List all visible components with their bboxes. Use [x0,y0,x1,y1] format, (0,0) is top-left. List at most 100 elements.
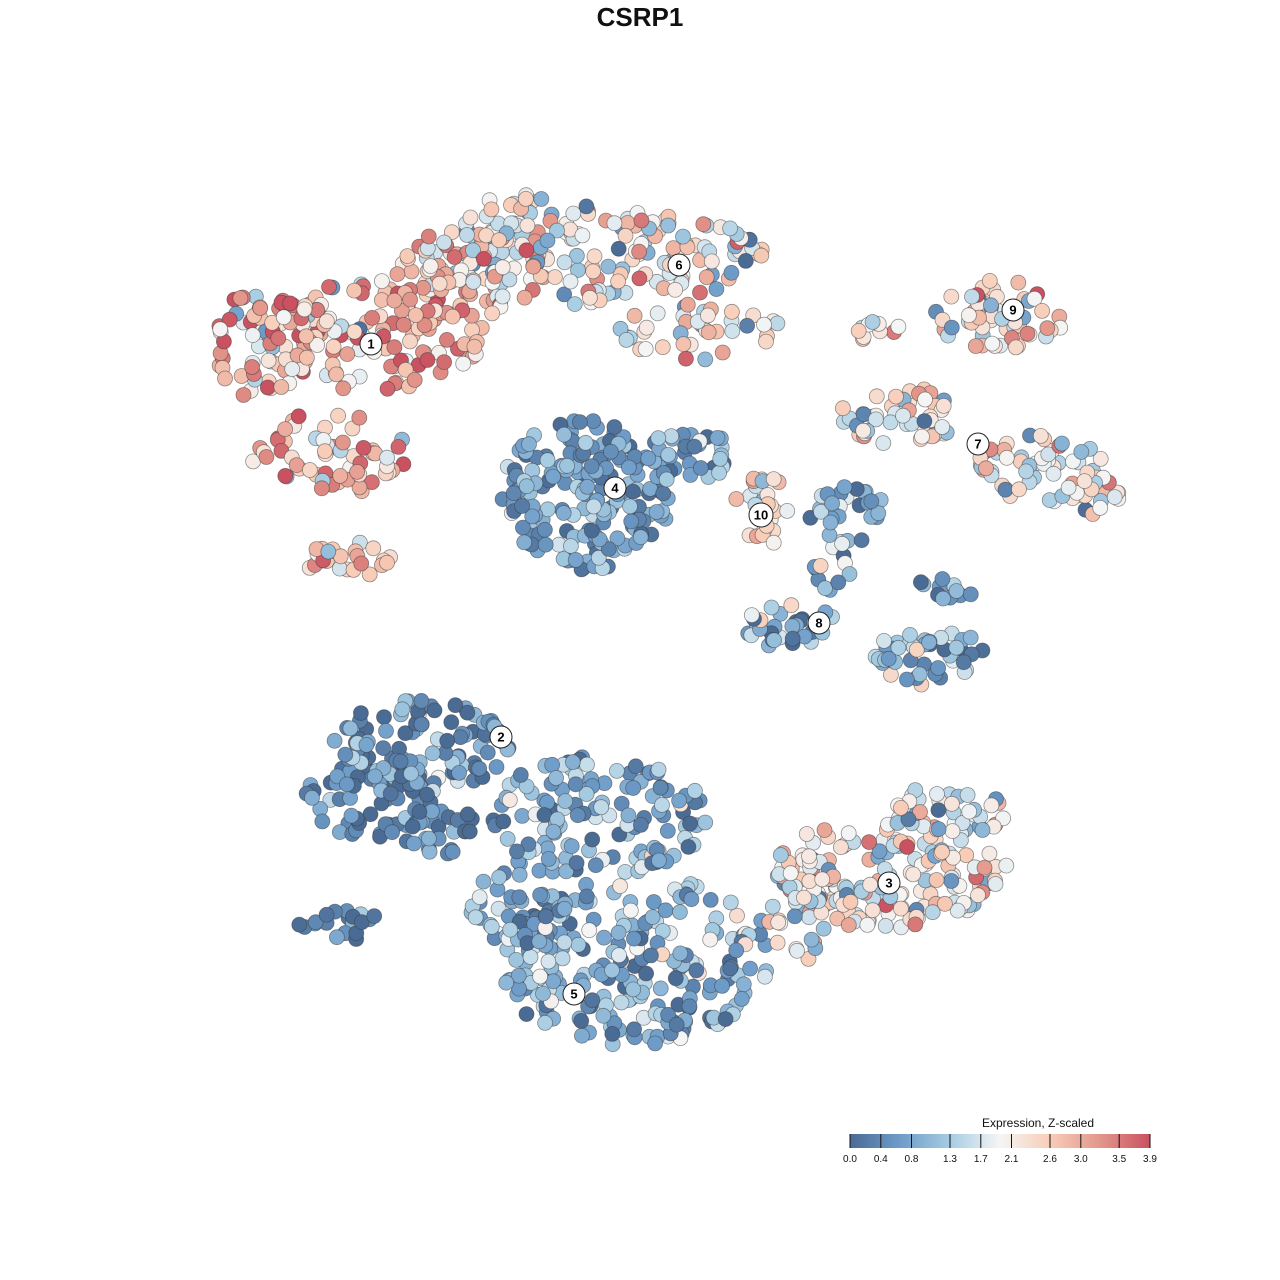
cell-point [864,314,881,330]
cell-point [700,324,717,341]
cell-point [466,338,483,355]
cell-point [937,895,953,912]
cell-point [578,888,595,905]
cell-point [687,782,703,799]
cell-point [663,428,680,445]
cell-point [955,654,972,671]
cell-point [944,823,961,839]
color-legend: Expression, Z-scaled 0.0 0.4 0.8 1.3 1.7 2.1 2… [843,1116,1157,1165]
cell-point [948,583,965,599]
cell-point [402,291,419,308]
cell-point [282,295,299,312]
cell-point [981,845,998,862]
cell-point [577,434,594,451]
chart-title: CSRP1 [597,2,684,32]
cell-point [438,331,455,348]
cell-point [842,894,859,910]
cell-point [511,889,528,906]
cell-point [483,918,500,935]
cell-point [702,931,719,948]
cell-point [556,254,573,271]
cell-point [934,844,950,860]
cell-point [572,414,588,431]
cell-point [981,272,998,289]
cell-point [537,1015,553,1031]
cluster-label-text: 6 [675,258,682,273]
cell-point [929,786,945,802]
cell-point [562,273,579,290]
cluster-label-text: 2 [497,730,504,745]
cell-point [296,301,313,318]
cell-point [930,821,947,837]
cell-point [655,485,672,502]
cell-point [595,1007,612,1024]
cell-point [379,449,396,466]
cell-point [451,765,468,781]
legend-tick-label: 3.0 [1074,1154,1088,1165]
cluster-label-5: 5 [562,982,586,1006]
cell-point [382,785,399,802]
cell-point [422,258,439,275]
cluster-label-text: 5 [570,987,577,1002]
cell-point [606,215,623,232]
cell-point [836,479,853,496]
cell-point [444,843,461,860]
cell-point [375,740,392,756]
cell-point [877,918,894,934]
cell-point [924,904,941,921]
cell-point [686,438,703,455]
cell-point [649,305,666,322]
cell-point [697,814,714,831]
cell-point [531,933,548,950]
cell-point [796,889,812,906]
cell-point [679,296,696,313]
cell-point [545,468,561,485]
cell-point [511,866,528,883]
cell-point [502,921,519,938]
cell-point [431,275,448,292]
cell-point [617,227,634,244]
cell-point [622,902,639,919]
cluster-label-8: 8 [807,611,831,635]
cell-point [756,316,772,333]
cell-point [346,282,363,299]
cell-point [491,232,507,249]
cell-point [671,792,687,809]
cell-point [667,281,684,298]
cell-point [697,351,714,368]
cluster-label-4: 4 [603,476,627,500]
cell-point [364,309,381,326]
cell-point [569,247,585,264]
cell-point [708,281,725,298]
cell-point [403,765,419,782]
cell-point [548,770,564,786]
cell-point [633,212,650,229]
cell-point [643,947,659,964]
cell-point [568,855,585,871]
cell-point [695,216,712,233]
cell-point [545,823,562,840]
cluster-labels-layer: 1 2 3 4 5 6 7 8 9 10 [359,253,1025,1006]
cell-point [650,761,667,778]
cell-point [1039,320,1056,337]
cell-point [570,936,587,953]
cell-point [769,934,786,951]
cell-point [739,317,755,334]
cell-point [326,732,343,749]
cell-point [803,931,820,948]
cell-point [212,321,229,338]
cluster-label-badge [359,332,383,356]
cell-point [291,916,308,933]
cell-point [868,411,884,428]
cell-point [700,307,716,324]
cell-point [413,693,430,709]
cell-point [702,892,719,908]
cell-point [217,370,233,387]
cell-point [471,760,488,777]
legend-colorbar [850,1134,1150,1148]
cell-point [612,878,628,894]
cell-point [631,243,647,260]
cell-point [626,930,642,947]
cell-point [465,273,482,290]
